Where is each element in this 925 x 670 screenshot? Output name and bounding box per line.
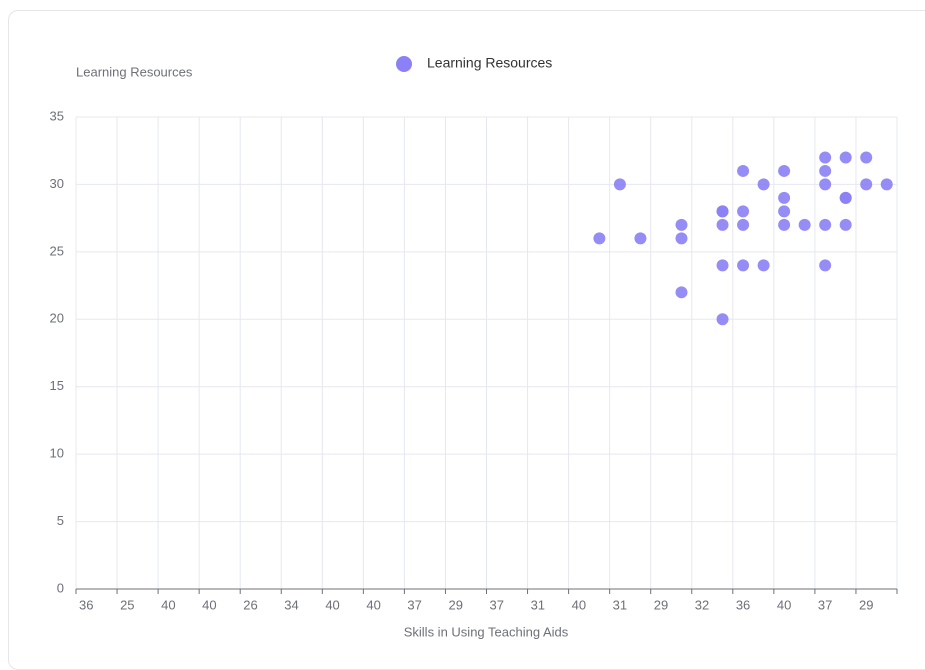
point — [839, 218, 852, 231]
point — [737, 259, 750, 272]
x-tick-label: 31 — [613, 597, 627, 612]
y-tick-label: 5 — [57, 513, 64, 528]
point — [716, 218, 729, 231]
y-tick-label: 30 — [50, 176, 64, 191]
y-tick-label: 10 — [50, 446, 64, 461]
x-tick-label: 40 — [325, 597, 339, 612]
point — [675, 232, 688, 245]
point — [716, 205, 729, 218]
point — [819, 259, 832, 272]
point — [716, 259, 729, 272]
y-axis-label: Learning Resources — [76, 64, 193, 79]
point — [778, 218, 791, 231]
x-tick-label: 31 — [531, 597, 545, 612]
x-axis-label: Skills in Using Teaching Aids — [404, 624, 569, 639]
point — [819, 178, 832, 191]
point — [757, 178, 770, 191]
point — [778, 191, 791, 204]
point — [593, 232, 606, 245]
legend-label: Learning Resources — [427, 55, 552, 71]
x-tick-label: 37 — [818, 597, 832, 612]
point — [757, 259, 770, 272]
point — [675, 218, 688, 231]
x-tick-label: 37 — [407, 597, 421, 612]
point — [860, 178, 873, 191]
x-tick-label: 26 — [243, 597, 257, 612]
point — [716, 313, 729, 326]
y-tick-label: 0 — [57, 580, 64, 595]
point — [819, 151, 832, 164]
x-tick-label: 29 — [448, 597, 462, 612]
y-tick-label: 35 — [50, 108, 64, 123]
x-tick-label: 25 — [120, 597, 134, 612]
point — [880, 178, 893, 191]
page: Learning Resources Skills in Using Teach… — [8, 10, 925, 670]
x-tick-label: 34 — [284, 597, 298, 612]
point — [737, 164, 750, 177]
point — [860, 151, 873, 164]
x-tick-label: 37 — [490, 597, 504, 612]
point — [778, 164, 791, 177]
y-tick-label: 25 — [50, 243, 64, 258]
point — [675, 286, 688, 299]
x-tick-label: 40 — [572, 597, 586, 612]
point — [798, 218, 811, 231]
x-tick-label: 40 — [777, 597, 791, 612]
x-tick-label: 32 — [695, 597, 709, 612]
x-tick-label: 40 — [202, 597, 216, 612]
y-tick-label: 20 — [50, 311, 64, 326]
point — [737, 205, 750, 218]
point — [613, 178, 626, 191]
x-tick-label: 29 — [654, 597, 668, 612]
point — [634, 232, 647, 245]
point — [819, 218, 832, 231]
point — [839, 151, 852, 164]
x-tick-label: 36 — [79, 597, 93, 612]
point — [737, 218, 750, 231]
chart: Learning Resources Skills in Using Teach… — [50, 55, 898, 639]
x-tick-label: 40 — [366, 597, 380, 612]
point — [819, 164, 832, 177]
x-tick-label: 36 — [736, 597, 750, 612]
point — [839, 191, 852, 204]
point — [778, 205, 791, 218]
y-tick-label: 15 — [50, 378, 64, 393]
x-tick-label: 29 — [859, 597, 873, 612]
legend-marker — [396, 56, 412, 72]
x-tick-label: 40 — [161, 597, 175, 612]
